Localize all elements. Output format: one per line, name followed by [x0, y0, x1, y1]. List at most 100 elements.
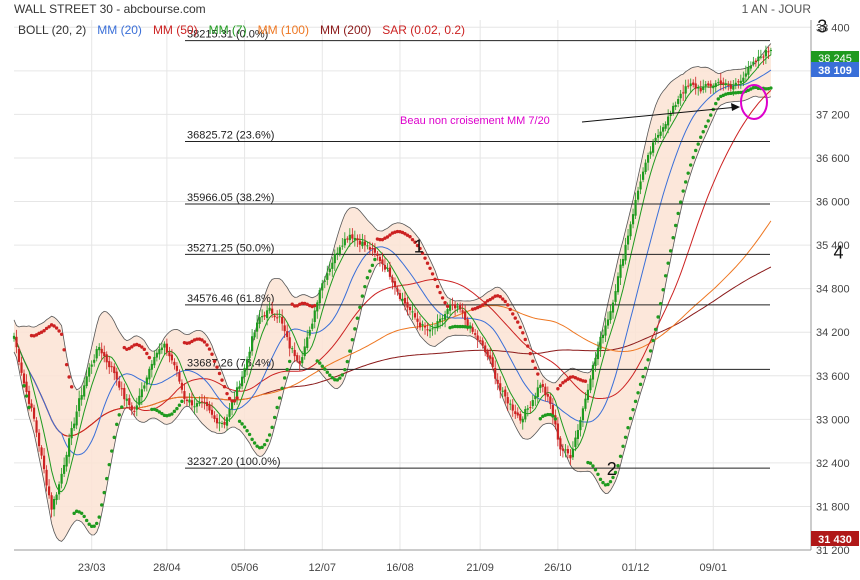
fib-label-3: 35271.25 (50.0%)	[187, 242, 274, 254]
x-tick-label-3: 12/07	[309, 562, 337, 574]
candle-body	[160, 347, 163, 351]
candle-body	[208, 404, 211, 411]
sar-dot	[465, 325, 470, 329]
sar-dot	[373, 257, 377, 262]
candle-body	[155, 352, 158, 358]
sar-dot	[678, 200, 683, 204]
sar-dot	[353, 327, 357, 331]
sar-dot	[478, 304, 482, 309]
candle-body	[133, 410, 136, 412]
sar-dot	[488, 297, 492, 302]
candle-body	[448, 304, 452, 311]
candle-body	[351, 234, 354, 239]
sar-dot	[240, 422, 244, 426]
candle-body	[729, 84, 732, 89]
sar-dot	[736, 90, 741, 95]
y-tick-label-1: 31 800	[816, 501, 850, 513]
sar-dot	[62, 348, 66, 352]
candle-body	[383, 265, 387, 270]
candle-body	[604, 325, 607, 336]
candle-body	[433, 327, 437, 329]
candle-body	[90, 364, 93, 367]
sar-dot	[57, 329, 61, 333]
candle-body	[702, 86, 705, 91]
candle-body	[80, 395, 83, 400]
sar-dot	[29, 333, 34, 338]
candle-body	[120, 388, 123, 390]
sar-dot	[395, 229, 400, 234]
candle-body	[261, 316, 264, 318]
sar-dot	[162, 413, 167, 418]
candle-body	[747, 67, 750, 75]
candle-body	[150, 363, 153, 370]
candle-body	[308, 329, 311, 336]
candle-body	[220, 422, 224, 424]
annotation-circle	[740, 84, 768, 120]
candle-body	[418, 322, 422, 328]
candle-body	[654, 137, 657, 141]
y-tick-label-9: 36 600	[816, 153, 850, 165]
sar-dot	[611, 475, 615, 480]
candle-body	[639, 181, 642, 190]
candle-body	[195, 403, 199, 407]
candle-body	[526, 408, 529, 410]
candle-body	[268, 307, 271, 311]
candle-body	[739, 80, 742, 84]
candle-body	[499, 383, 502, 391]
sar-dot	[210, 352, 214, 356]
sar-dot	[277, 396, 282, 400]
legend-item-5: MM (200)	[320, 23, 371, 37]
sar-dot	[706, 119, 710, 123]
sar-dot	[455, 324, 460, 329]
candle-body	[175, 365, 179, 371]
candle-body	[619, 264, 622, 278]
candle-body	[361, 241, 364, 247]
candle-body	[331, 262, 334, 269]
sar-dot	[39, 330, 44, 334]
candle-body	[278, 316, 281, 318]
sar-dot	[370, 263, 375, 268]
sar-dot	[493, 294, 497, 298]
sar-dot	[643, 366, 648, 371]
candle-body	[662, 127, 665, 132]
candle-body	[722, 82, 725, 85]
candle-body	[566, 449, 569, 454]
sar-dot	[313, 303, 317, 308]
candle-body	[459, 304, 462, 310]
sar-dot	[95, 521, 99, 526]
candle-body	[408, 307, 412, 311]
sar-dot	[646, 358, 650, 362]
sar-dot	[400, 230, 405, 235]
candle-body	[143, 385, 146, 389]
wave-mark-2: 3	[817, 16, 827, 36]
annotation-arrowhead	[731, 103, 740, 111]
candle-body	[581, 408, 585, 421]
candle-body	[68, 438, 71, 457]
candle-body	[436, 320, 439, 329]
candle-body	[108, 361, 111, 368]
candle-body	[431, 328, 434, 330]
sar-dot	[523, 337, 527, 342]
candle-body	[200, 401, 204, 403]
sar-dot	[631, 407, 635, 412]
legend-item-1: MM (20)	[97, 23, 142, 37]
candle-body	[288, 337, 291, 349]
candle-body	[438, 318, 442, 322]
sar-dot	[651, 338, 655, 343]
candle-body	[210, 409, 214, 415]
sar-dot	[147, 355, 152, 360]
candle-body	[451, 304, 454, 306]
candle-body	[466, 319, 469, 327]
candle-body	[596, 348, 600, 360]
candle-body	[479, 340, 482, 342]
sar-dot	[388, 233, 392, 237]
sar-dot	[653, 327, 658, 332]
bollinger-upper	[13, 43, 772, 393]
candle-body	[148, 368, 151, 380]
candle-body	[511, 404, 514, 411]
candle-body	[531, 400, 534, 407]
sar-dot	[453, 324, 457, 329]
sar-dot	[445, 304, 450, 308]
sar-dot	[252, 441, 257, 445]
candle-body	[413, 313, 417, 318]
